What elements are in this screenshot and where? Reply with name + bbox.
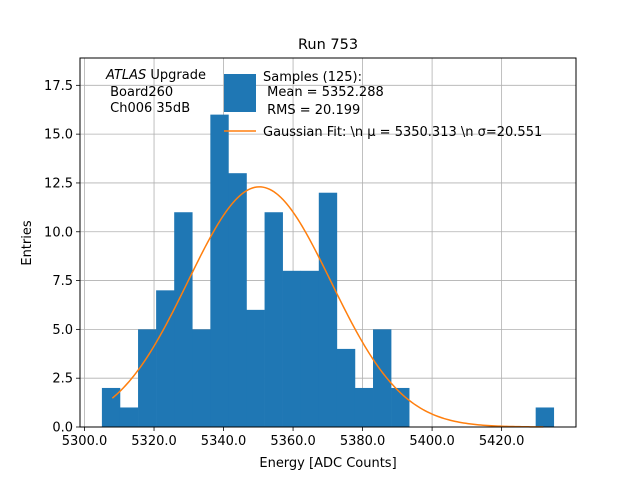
histogram-bar xyxy=(535,407,555,427)
legend-samples-line-3: RMS = 20.199 xyxy=(263,103,360,118)
y-tick-label: 10.0 xyxy=(44,225,73,240)
y-tick-label: 12.5 xyxy=(44,176,73,191)
x-tick-label: 5380.0 xyxy=(340,434,386,449)
histogram-bars xyxy=(101,114,555,427)
x-axis-ticks: 5300.0 5320.0 5340.0 5360.0 5380.0 5400.0 5420… xyxy=(62,427,525,449)
histogram-bar xyxy=(210,114,229,427)
annotation-line-2: Board260 xyxy=(106,85,173,100)
y-tick-label: 2.5 xyxy=(52,372,73,387)
histogram-bar xyxy=(156,290,175,427)
x-tick-label: 5400.0 xyxy=(409,434,455,449)
x-tick-label: 5320.0 xyxy=(131,434,177,449)
histogram-bar xyxy=(228,173,247,427)
annotation-atlas: ATLAS xyxy=(105,68,146,83)
x-tick-label: 5300.0 xyxy=(62,434,108,449)
histogram-bar xyxy=(336,348,356,427)
chart-title: Run 753 xyxy=(298,37,358,53)
x-tick-label: 5420.0 xyxy=(479,434,525,449)
histogram-bar xyxy=(192,329,211,427)
histogram-bar xyxy=(300,270,320,427)
histogram-bar xyxy=(264,212,283,427)
histogram-bar xyxy=(119,407,139,427)
histogram-bar xyxy=(138,329,157,427)
y-tick-label: 0.0 xyxy=(52,421,73,436)
histogram-bar xyxy=(282,270,302,427)
histogram-bar xyxy=(391,387,410,427)
legend-fit-label: Gaussian Fit: \n μ = 5350.313 \n σ=20.55… xyxy=(263,125,542,140)
y-axis-label: Entries xyxy=(20,220,35,266)
y-tick-label: 17.5 xyxy=(44,79,73,94)
x-tick-label: 5360.0 xyxy=(270,434,316,449)
gaussian-fit xyxy=(111,186,544,428)
legend-samples-line-2: Mean = 5352.288 xyxy=(263,85,384,100)
legend-swatch-samples xyxy=(224,74,256,112)
y-axis-ticks: 0.0 2.5 5.0 7.5 10.0 12.5 15.0 17.5 xyxy=(44,79,80,436)
plot-frame xyxy=(79,57,577,428)
histogram-bar xyxy=(174,212,193,427)
histogram-bar xyxy=(373,329,392,427)
y-tick-label: 15.0 xyxy=(44,128,73,143)
legend: Samples (125): Mean = 5352.288 RMS = 20.… xyxy=(224,70,542,140)
y-tick-label: 7.5 xyxy=(52,274,73,289)
histogram-bar xyxy=(318,192,338,427)
annotation-line-3: Ch006 35dB xyxy=(106,101,190,116)
histogram-bar xyxy=(246,309,265,427)
histogram-bar xyxy=(101,387,121,427)
x-axis-label: Energy [ADC Counts] xyxy=(259,456,396,471)
histogram-bar xyxy=(354,387,374,427)
atlas-annotation: ATLAS Upgrade Board260 Ch006 35dB xyxy=(105,68,206,116)
y-tick-label: 5.0 xyxy=(52,323,73,338)
gaussian-fit-curve xyxy=(111,186,544,428)
legend-samples-line-1: Samples (125): xyxy=(263,70,362,85)
annotation-line-1: ATLAS Upgrade xyxy=(105,68,206,83)
x-tick-label: 5340.0 xyxy=(201,434,247,449)
annotation-upgrade: Upgrade xyxy=(146,68,206,83)
